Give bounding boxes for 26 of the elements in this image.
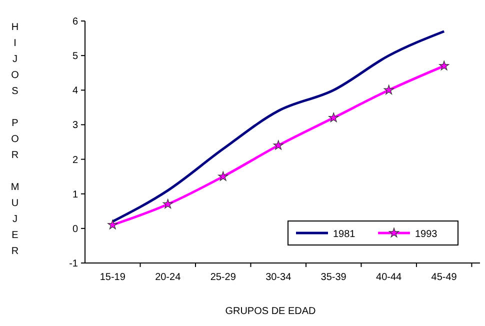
point	[384, 84, 394, 94]
y-tick-label: 2	[72, 154, 78, 166]
point	[439, 60, 450, 70]
x-tick-label: 30-34	[266, 272, 292, 283]
legend-label: 1993	[415, 229, 438, 240]
x-tick-label: 25-29	[210, 272, 236, 283]
point	[273, 140, 284, 150]
x-tick-label: 45-49	[431, 272, 458, 283]
y-tick-label: -1	[69, 258, 78, 270]
x-axis-title: GRUPOS DE EDAD	[225, 306, 316, 317]
text: HIJOS POR MUJER	[10, 22, 20, 257]
legend-label: 1981	[333, 229, 356, 240]
y-tick-label: 3	[72, 120, 78, 132]
point	[218, 171, 228, 181]
y-tick-label: 0	[72, 224, 78, 235]
point	[162, 198, 173, 209]
y-tick-label: 4	[72, 86, 78, 97]
y-tick-label: 5	[72, 51, 78, 62]
point	[328, 112, 339, 122]
x-tick-label: 40-44	[376, 272, 402, 283]
point	[108, 220, 118, 230]
y-tick-label: 1	[72, 189, 78, 200]
x-tick-label: 15-19	[100, 272, 126, 283]
x-tick-label: 20-24	[155, 272, 182, 283]
y-tick-label: 6	[72, 16, 78, 28]
x-tick-label: 35-39	[320, 272, 347, 283]
